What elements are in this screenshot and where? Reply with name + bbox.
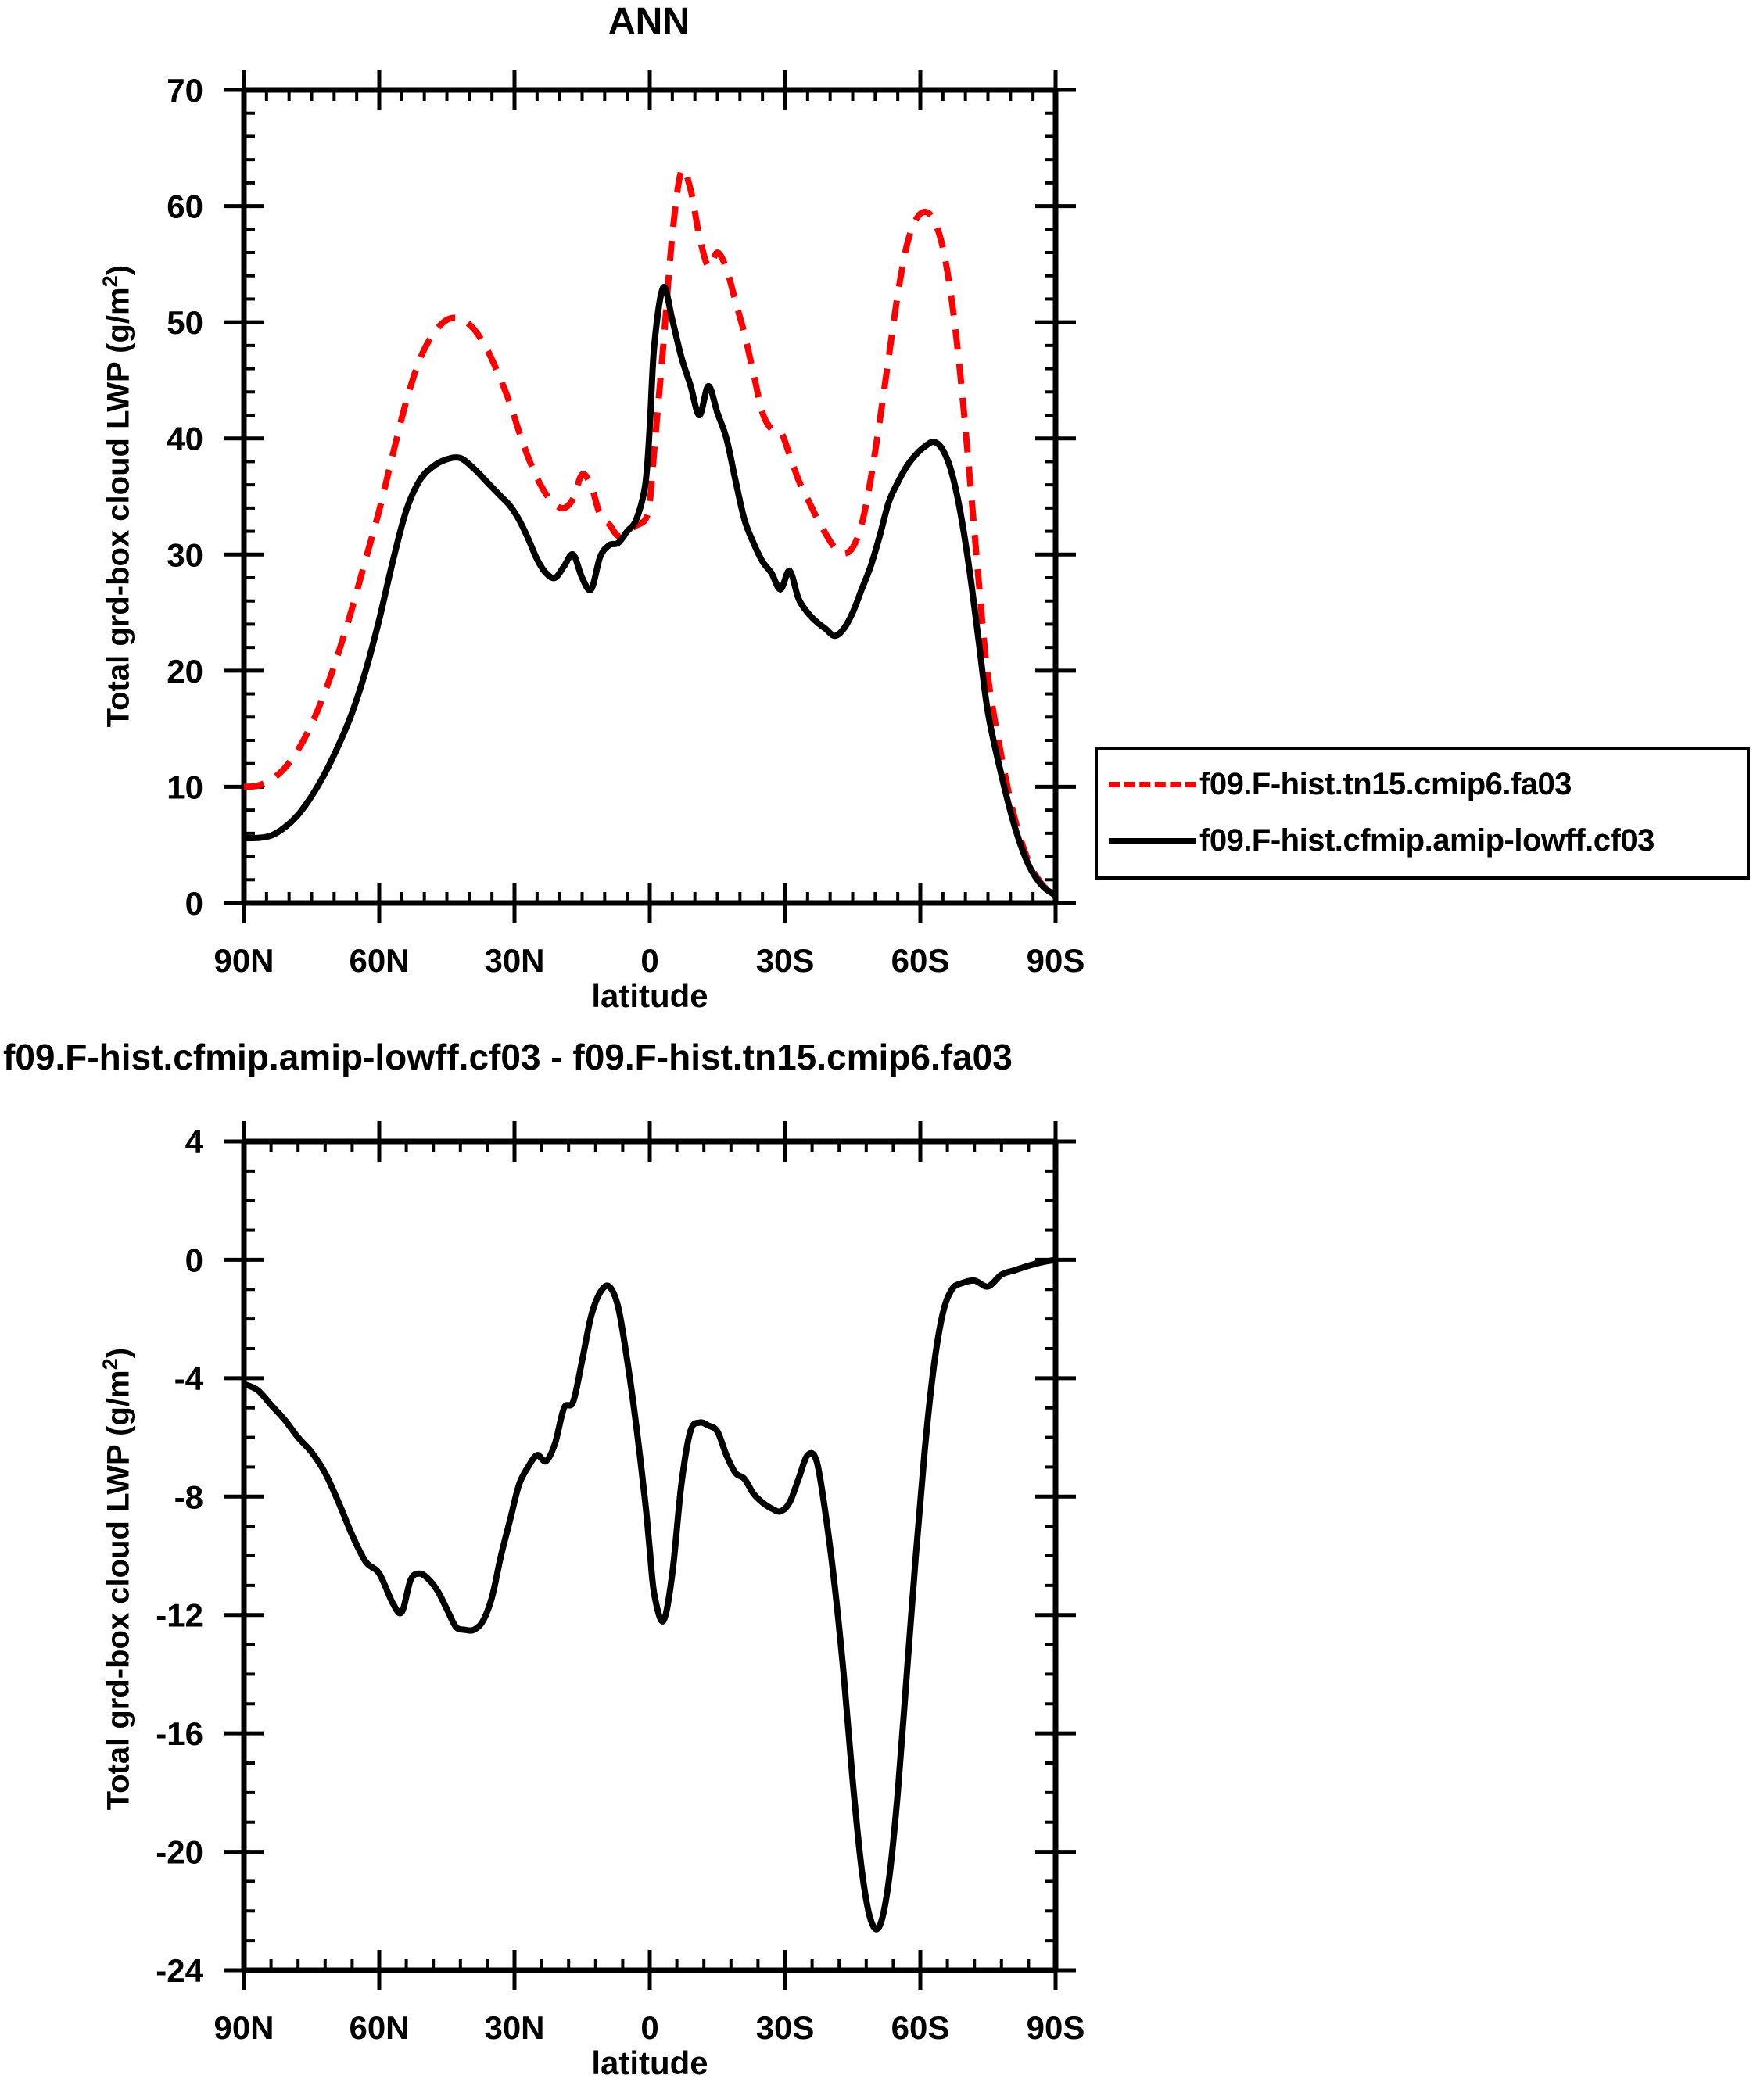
y-tick-label: 70 — [167, 72, 203, 109]
x-tick-label: 90N — [213, 2009, 274, 2046]
y-tick-label: 0 — [185, 885, 203, 922]
y-tick-label: 30 — [167, 536, 203, 573]
x-tick-label: 60N — [349, 2009, 409, 2046]
x-tick-label: 60S — [891, 2009, 950, 2046]
x-tick-label: 30S — [756, 942, 815, 979]
x-tick-label: 30N — [484, 942, 544, 979]
y-tick-label: -16 — [156, 1715, 203, 1752]
y-tick-label: 50 — [167, 304, 203, 341]
x-tick-label: 60S — [891, 942, 950, 979]
legend-swatch-dashed-icon — [1109, 782, 1196, 787]
y-tick-label: -24 — [156, 1952, 203, 1989]
series-line-0 — [244, 1259, 1056, 1929]
y-tick-label: 4 — [185, 1123, 204, 1160]
top-panel: ANN Total grd-box cloud LWP (g/m2) 90N60… — [0, 0, 1764, 1016]
bottom-panel: Total grd-box cloud LWP (g/m2) 90N60N30N… — [0, 1095, 1764, 2089]
series-line-0 — [244, 169, 1056, 894]
x-tick-label: 90S — [1027, 2009, 1085, 2046]
top-x-axis-label: latitude — [244, 977, 1056, 1015]
legend-swatch-solid-icon — [1109, 838, 1196, 844]
difference-title: f09.F-hist.cfmip.amip-lowff.cf03 - f09.F… — [0, 1036, 1764, 1078]
x-tick-label: 60N — [349, 942, 409, 979]
y-tick-label: -4 — [174, 1360, 204, 1397]
x-tick-label: 30S — [756, 2009, 815, 2046]
x-tick-label: 90S — [1027, 942, 1085, 979]
bottom-x-axis-label: latitude — [244, 2044, 1056, 2082]
y-tick-label: 0 — [185, 1242, 203, 1278]
top-chart-svg: 90N 60N 30N 0 30S 60S 90S 0 10 20 30 40 50 60 70 — [0, 0, 1173, 1016]
y-tick-label: 40 — [167, 421, 203, 457]
figure-page: ANN Total grd-box cloud LWP (g/m2) 90N60… — [0, 0, 1764, 2089]
y-tick-label: -12 — [156, 1597, 203, 1634]
x-tick-label: 0 — [640, 942, 658, 979]
y-tick-label: -8 — [174, 1478, 203, 1515]
legend-item-1[interactable]: f09.F-hist.cfmip.amip-lowff.cf03 — [1109, 812, 1736, 869]
legend-label-1: f09.F-hist.cfmip.amip-lowff.cf03 — [1199, 823, 1655, 858]
series-line-1 — [244, 287, 1056, 895]
x-tick-label: 30N — [484, 2009, 544, 2046]
legend: f09.F-hist.tn15.cmip6.fa03 f09.F-hist.cf… — [1095, 747, 1750, 880]
y-tick-label: -20 — [156, 1834, 203, 1871]
y-tick-label: 20 — [167, 653, 203, 690]
y-tick-label: 60 — [167, 188, 203, 225]
legend-item-0[interactable]: f09.F-hist.tn15.cmip6.fa03 — [1109, 756, 1736, 812]
y-tick-label: 10 — [167, 769, 203, 805]
x-tick-label: 0 — [640, 2009, 658, 2046]
bottom-chart-svg: 90N 60N 30N 0 30S 60S 90S 4 0 -4 -8 -12 -16 -20 -24 — [0, 1095, 1173, 2089]
x-tick-label: 90N — [213, 942, 274, 979]
legend-label-0: f09.F-hist.tn15.cmip6.fa03 — [1199, 767, 1572, 802]
